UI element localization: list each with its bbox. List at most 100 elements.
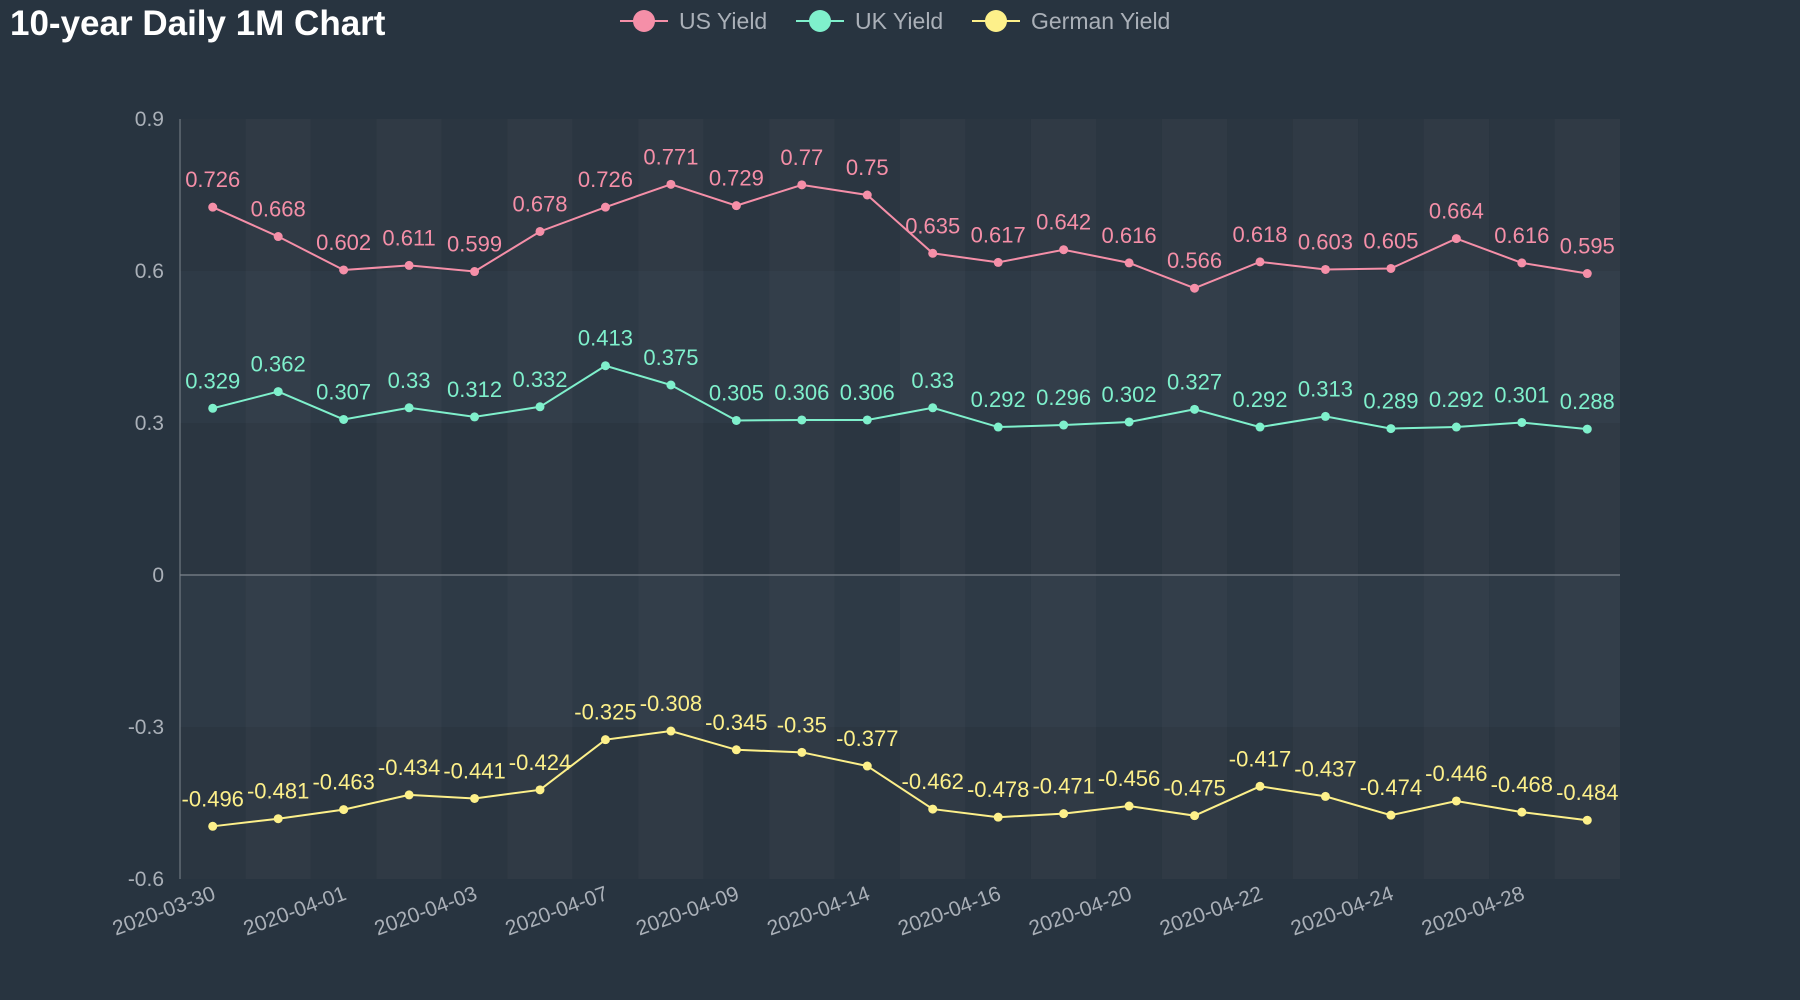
data-point — [1320, 264, 1330, 274]
data-point — [1320, 791, 1330, 801]
background-band — [1489, 119, 1555, 879]
data-label: -0.478 — [967, 777, 1029, 802]
data-point — [1386, 424, 1396, 434]
data-label: 0.312 — [447, 377, 502, 402]
data-label: -0.456 — [1098, 766, 1160, 791]
background-band — [1358, 119, 1424, 879]
data-label: 0.332 — [512, 367, 567, 392]
data-point — [666, 380, 676, 390]
data-point — [1582, 815, 1592, 825]
data-label: 0.729 — [709, 166, 764, 191]
background-band — [638, 119, 704, 879]
background-band — [245, 119, 311, 879]
data-label: 0.642 — [1036, 210, 1091, 235]
data-label: -0.437 — [1294, 756, 1356, 781]
horizontal-band — [180, 423, 1620, 575]
data-point — [1124, 417, 1134, 427]
data-label: -0.417 — [1229, 746, 1291, 771]
data-point — [1124, 801, 1134, 811]
data-label: -0.471 — [1032, 774, 1094, 799]
x-axis-ticks: 2020-03-30 2020-04-01 2020-04-03 2020-04-07… — [110, 882, 1528, 940]
x-tick-label: 2020-03-30 — [110, 882, 219, 940]
data-label: 0.327 — [1167, 369, 1222, 394]
data-point — [1190, 404, 1200, 414]
data-point — [470, 267, 480, 277]
data-label: -0.345 — [705, 710, 767, 735]
series-german-yield: -0.496 -0.481 -0.463-0.434 -0.441 -0.424-0.3… — [182, 691, 1618, 831]
data-point — [404, 790, 414, 800]
background-band — [1292, 119, 1359, 879]
legend-label: UK Yield — [855, 8, 943, 34]
x-tick-label: 2020-04-14 — [764, 882, 873, 940]
data-point — [339, 265, 349, 275]
data-point — [666, 179, 676, 189]
data-point — [1582, 424, 1592, 434]
series-line — [212, 183, 1588, 290]
data-label: 0.611 — [382, 225, 435, 250]
data-point — [731, 415, 741, 425]
y-tick-label: 0.9 — [135, 108, 164, 131]
data-point — [339, 805, 349, 815]
data-label: 0.595 — [1560, 234, 1615, 259]
background-band — [441, 119, 508, 879]
data-label: 0.77 — [780, 145, 823, 170]
data-point — [208, 821, 218, 831]
data-label: 0.599 — [447, 232, 502, 257]
data-point — [1255, 781, 1265, 791]
data-point — [470, 793, 480, 803]
data-point — [928, 804, 938, 814]
x-tick-label: 2020-04-03 — [371, 882, 480, 940]
y-tick-label: 0.6 — [135, 260, 164, 283]
data-point — [993, 812, 1003, 822]
data-point — [535, 402, 545, 412]
background-band — [572, 119, 639, 879]
background-band — [834, 119, 900, 879]
data-label: 0.329 — [185, 368, 240, 393]
y-tick-label: 0 — [152, 564, 164, 587]
series-uk-yield: 0.329 0.362 0.307 0.33 0.312 0.332 0.413 0.375 0… — [185, 326, 1615, 434]
chart-title: 10-year Daily 1M Chart — [10, 4, 386, 43]
series-us-yield: 0.726 0.668 0.602 0.611 0.599 0.678 0.726 0.771… — [185, 144, 1615, 293]
data-point — [600, 202, 610, 212]
data-point — [404, 260, 414, 270]
data-label: 0.313 — [1298, 376, 1353, 401]
background-band — [1554, 119, 1620, 879]
data-point — [404, 403, 414, 413]
data-label: 0.603 — [1298, 229, 1353, 254]
data-label: 0.616 — [1102, 223, 1157, 248]
y-tick-label: 0.3 — [135, 412, 164, 435]
data-label: 0.566 — [1167, 248, 1222, 273]
data-label: -0.325 — [574, 700, 636, 725]
data-label: -0.463 — [312, 770, 374, 795]
y-tick-label: -0.6 — [128, 868, 164, 891]
data-label: -0.481 — [247, 779, 309, 804]
data-label: -0.441 — [443, 758, 505, 783]
data-point — [208, 403, 218, 413]
data-point — [273, 232, 283, 242]
data-point — [1451, 796, 1461, 806]
data-label: 0.292 — [1429, 387, 1484, 412]
background-band — [1161, 119, 1228, 879]
background-band — [376, 119, 442, 879]
data-point — [862, 761, 872, 771]
data-point — [666, 726, 676, 736]
legend-marker — [985, 10, 1007, 32]
data-point — [862, 190, 872, 200]
background-band — [965, 119, 1031, 879]
data-label: 0.288 — [1560, 389, 1615, 414]
x-tick-label: 2020-04-16 — [895, 882, 1004, 940]
data-label: 0.375 — [643, 345, 698, 370]
data-point — [731, 201, 741, 211]
data-label: -0.474 — [1360, 775, 1422, 800]
data-label: 0.664 — [1429, 199, 1484, 224]
data-point — [1124, 258, 1134, 268]
data-point — [273, 387, 283, 397]
data-point — [1059, 420, 1069, 430]
data-point — [1320, 411, 1330, 421]
data-label: -0.35 — [777, 712, 827, 737]
background-bands — [180, 119, 1620, 879]
data-label: 0.771 — [643, 144, 698, 169]
x-tick-label: 2020-04-09 — [633, 882, 742, 940]
